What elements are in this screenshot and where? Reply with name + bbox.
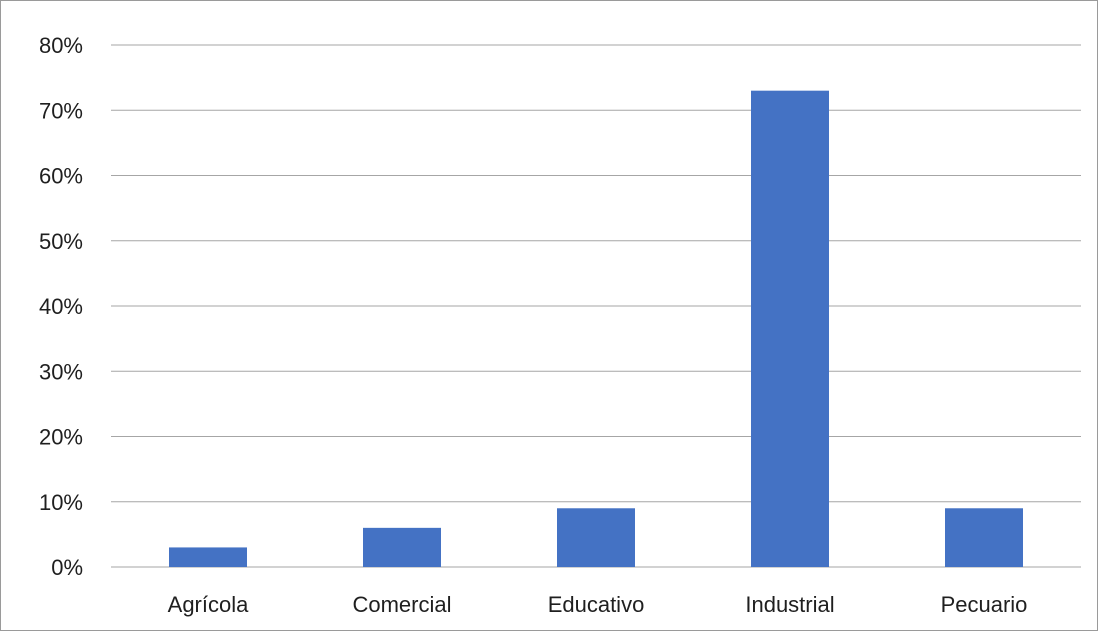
x-category-label: Industrial [745, 592, 834, 617]
y-tick-label: 70% [39, 98, 83, 123]
y-tick-label: 20% [39, 425, 83, 450]
y-axis-tick-labels: 0% 10% 20% 30% 40% 50% 60% 70% 80% [39, 33, 83, 580]
x-category-label: Educativo [548, 592, 645, 617]
y-tick-label: 0% [51, 555, 83, 580]
bars [169, 90, 1023, 568]
y-tick-label: 10% [39, 490, 83, 515]
bar-educativo [557, 508, 635, 567]
bar-agricola [169, 547, 247, 567]
y-tick-label: 80% [39, 33, 83, 58]
x-category-label: Comercial [352, 592, 451, 617]
bar-industrial [751, 90, 829, 568]
y-tick-label: 60% [39, 164, 83, 189]
gridlines [111, 44, 1081, 568]
x-axis-category-labels: Agrícola Comercial Educativo Industrial Pecu… [168, 592, 1028, 617]
y-tick-label: 30% [39, 359, 83, 384]
x-category-label: Agrícola [168, 592, 249, 617]
bar-pecuario [945, 508, 1023, 567]
y-tick-label: 50% [39, 229, 83, 254]
bar-comercial [363, 527, 441, 567]
x-category-label: Pecuario [941, 592, 1028, 617]
y-tick-label: 40% [39, 294, 83, 319]
